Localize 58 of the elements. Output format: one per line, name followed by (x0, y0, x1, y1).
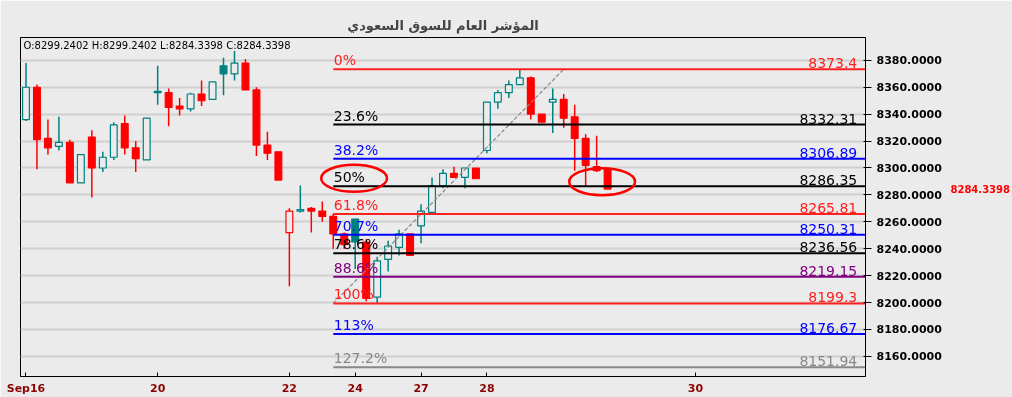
y-tick-label: 8340.0000 (876, 108, 943, 122)
y-tick-label: 8160.0000 (876, 350, 943, 364)
candlestick (307, 206, 316, 234)
candlestick (98, 151, 107, 173)
candlestick (296, 184, 305, 214)
x-tick-label: 22 (281, 381, 298, 395)
x-tick-label: 28 (479, 381, 495, 395)
y-tick-label: 8300.0000 (876, 161, 943, 175)
annotation: 113% (333, 316, 374, 333)
y-tick-label: 8260.0000 (876, 215, 943, 229)
y-tick-label: 8200.0000 (876, 296, 943, 310)
x-tick-label: 20 (150, 381, 166, 395)
candlestick (439, 168, 447, 189)
candlestick (219, 56, 228, 97)
text: 8284.3398 (950, 184, 1010, 196)
ref-line-label: 8373.4 (808, 55, 858, 72)
annotation: 50% (333, 169, 365, 186)
ref-line-label: 8151.94 (799, 353, 858, 370)
y-tick-label: 8320.0000 (876, 135, 943, 149)
x-tick-label: Sep16 (6, 381, 46, 395)
ref-line-label: 8286.35 (799, 172, 858, 189)
candlestick (131, 140, 140, 173)
ref-line-label: 8250.31 (799, 220, 858, 237)
candlestick (285, 207, 294, 288)
chart-title: المؤشر العام للسوق السعودي (347, 17, 539, 34)
ref-line-label: 8219.15 (799, 262, 858, 279)
candlestick (318, 200, 327, 223)
candlestick (164, 87, 173, 128)
annotation: 38.2% (333, 141, 379, 158)
candlestick (559, 93, 568, 129)
candlestick (493, 89, 502, 110)
candlestick (197, 79, 206, 107)
candlestick (263, 130, 272, 161)
annotation: 127.2% (333, 350, 388, 367)
candlestick (548, 87, 557, 134)
annotation: 0% (333, 52, 357, 69)
y-tick-label: 8220.0000 (876, 269, 943, 283)
x-tick-label: 27 (413, 381, 429, 395)
y-tick-label: 8380.0000 (876, 54, 943, 68)
candlestick (54, 116, 63, 152)
y-tick-label: 8280.0000 (876, 188, 943, 202)
x-tick-label: 24 (347, 381, 364, 395)
annotation: O:8299.2402 H:8299.2402 L:8284.3398 C:8284.3398 (23, 39, 291, 51)
ref-line-label: 8236.56 (799, 239, 858, 256)
y-tick-label: 8240.0000 (876, 242, 943, 256)
candlestick (230, 50, 239, 82)
ref-line-label: 8199.3 (808, 289, 858, 306)
ref-line-label: 8306.89 (799, 144, 858, 161)
y-tick-label: 8360.0000 (876, 81, 943, 95)
y-tick-label: 8180.0000 (876, 323, 943, 337)
annotation: 61.8% (333, 196, 379, 213)
x-tick-label: 30 (687, 381, 704, 395)
annotation: 23.6% (333, 107, 379, 124)
ref-line-label: 8332.31 (799, 110, 858, 127)
ref-line-label: 8176.67 (799, 319, 858, 336)
candlestick (570, 104, 579, 172)
candlestick (43, 118, 52, 156)
ref-line-label: 8265.81 (799, 199, 858, 216)
